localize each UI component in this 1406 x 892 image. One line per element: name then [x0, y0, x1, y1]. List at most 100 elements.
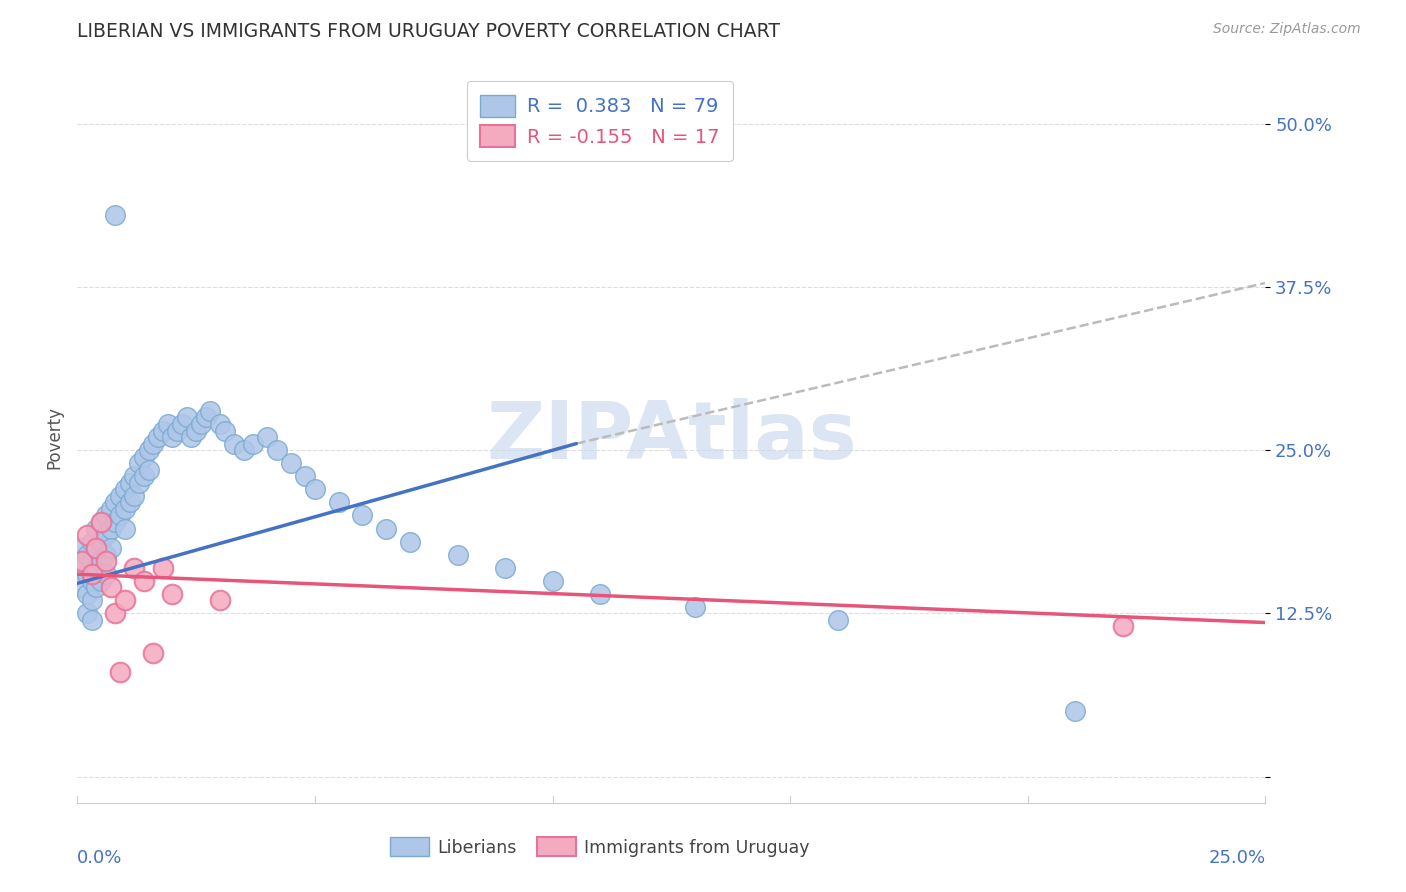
Text: Source: ZipAtlas.com: Source: ZipAtlas.com — [1213, 22, 1361, 37]
Point — [162, 587, 184, 601]
Point — [399, 534, 422, 549]
Point — [446, 548, 468, 562]
Point — [104, 607, 127, 621]
Point — [1064, 705, 1087, 719]
Point — [375, 521, 398, 535]
Point — [86, 560, 108, 574]
Point — [142, 646, 165, 660]
Point — [186, 424, 208, 438]
Text: 0.0%: 0.0% — [77, 848, 122, 866]
Point — [146, 430, 169, 444]
Point — [114, 521, 136, 535]
Point — [124, 489, 146, 503]
Point — [242, 436, 264, 450]
Point — [94, 508, 117, 523]
Point — [90, 534, 112, 549]
Point — [70, 580, 93, 594]
Point — [80, 534, 103, 549]
Point — [266, 443, 288, 458]
Point — [104, 515, 127, 529]
Point — [214, 424, 236, 438]
Point — [118, 495, 141, 509]
Point — [494, 560, 516, 574]
Point — [162, 430, 184, 444]
Point — [170, 417, 193, 431]
Legend: Liberians, Immigrants from Uruguay: Liberians, Immigrants from Uruguay — [384, 830, 817, 863]
Point — [86, 580, 108, 594]
Point — [256, 430, 278, 444]
Point — [208, 417, 231, 431]
Point — [683, 599, 706, 614]
Point — [100, 580, 122, 594]
Point — [76, 548, 98, 562]
Point — [100, 502, 122, 516]
Point — [142, 436, 165, 450]
Point — [152, 560, 174, 574]
Point — [132, 574, 155, 588]
Point — [128, 475, 150, 490]
Point — [541, 574, 564, 588]
Point — [194, 410, 217, 425]
Point — [76, 587, 98, 601]
Point — [114, 502, 136, 516]
Point — [76, 528, 98, 542]
Point — [180, 430, 202, 444]
Point — [108, 489, 131, 503]
Point — [70, 541, 93, 555]
Point — [166, 424, 188, 438]
Point — [104, 495, 127, 509]
Point — [138, 443, 160, 458]
Point — [200, 404, 222, 418]
Point — [94, 528, 117, 542]
Point — [76, 607, 98, 621]
Point — [208, 593, 231, 607]
Point — [86, 541, 108, 555]
Point — [114, 593, 136, 607]
Point — [90, 554, 112, 568]
Text: ZIPAtlas: ZIPAtlas — [486, 398, 856, 476]
Point — [152, 424, 174, 438]
Text: LIBERIAN VS IMMIGRANTS FROM URUGUAY POVERTY CORRELATION CHART: LIBERIAN VS IMMIGRANTS FROM URUGUAY POVE… — [77, 22, 780, 41]
Point — [80, 567, 103, 582]
Point — [328, 495, 350, 509]
Point — [114, 483, 136, 497]
Point — [118, 475, 141, 490]
Point — [108, 665, 131, 680]
Point — [294, 469, 316, 483]
Point — [80, 554, 103, 568]
Point — [589, 587, 612, 601]
Point — [124, 469, 146, 483]
Point — [80, 613, 103, 627]
Point — [190, 417, 212, 431]
Point — [104, 208, 127, 222]
Point — [827, 613, 849, 627]
Point — [76, 567, 98, 582]
Point — [124, 560, 146, 574]
Point — [94, 567, 117, 582]
Point — [156, 417, 179, 431]
Text: 25.0%: 25.0% — [1208, 848, 1265, 866]
Point — [100, 521, 122, 535]
Point — [132, 469, 155, 483]
Point — [80, 593, 103, 607]
Point — [108, 508, 131, 523]
Point — [94, 554, 117, 568]
Point — [90, 515, 112, 529]
Point — [90, 574, 112, 588]
Point — [128, 456, 150, 470]
Point — [132, 450, 155, 464]
Point — [86, 521, 108, 535]
Y-axis label: Poverty: Poverty — [45, 406, 63, 468]
Point — [304, 483, 326, 497]
Point — [138, 463, 160, 477]
Point — [1112, 619, 1135, 633]
Point — [232, 443, 254, 458]
Point — [90, 515, 112, 529]
Point — [224, 436, 246, 450]
Point — [80, 574, 103, 588]
Point — [100, 541, 122, 555]
Point — [94, 548, 117, 562]
Point — [86, 541, 108, 555]
Point — [70, 560, 93, 574]
Point — [352, 508, 374, 523]
